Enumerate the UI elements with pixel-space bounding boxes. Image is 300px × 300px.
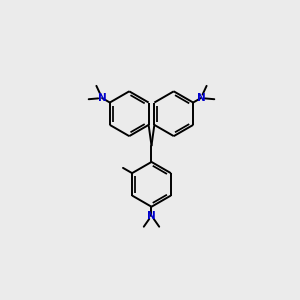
Text: N: N bbox=[98, 93, 106, 103]
Text: N: N bbox=[147, 211, 156, 221]
Text: N: N bbox=[196, 93, 205, 103]
